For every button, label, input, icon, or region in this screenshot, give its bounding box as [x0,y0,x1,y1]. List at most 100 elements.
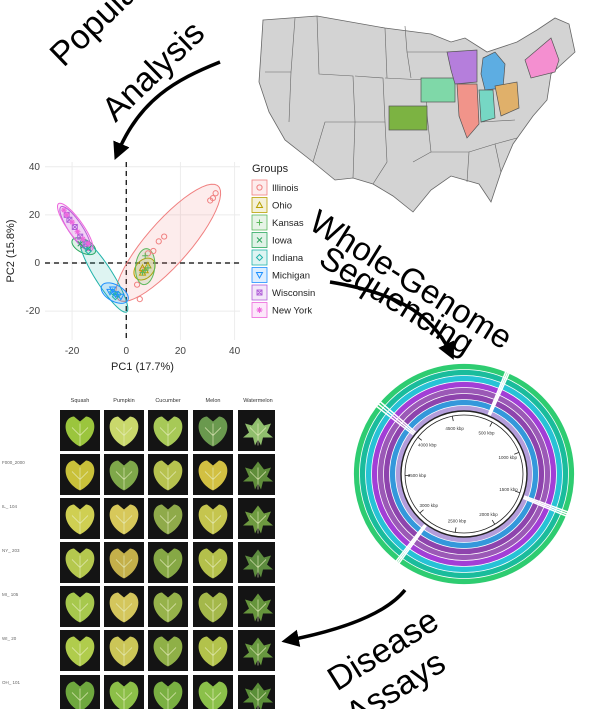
data-point [150,247,157,255]
column-label: Watermelon [243,398,272,404]
state-iowa [420,77,456,103]
leaf-grid: Squash Pumpkin Cucumber Melon Watermelon F000… [2,398,275,709]
x-tick-label: 40 [229,346,241,357]
ring-gap [522,497,568,518]
leaf-veins [159,555,177,578]
genome-ring-band [359,369,569,579]
legend-label: Kansas [272,218,304,229]
arrow-to-assays [281,588,407,647]
leaf-veins [249,467,267,490]
legend-label: Michigan [272,271,310,282]
row-label: WI_ 20 [2,636,17,641]
ring-gap [523,496,569,516]
data-point [207,197,214,204]
leaf-veins [249,555,267,578]
y-tick-label: -20 [26,306,41,317]
ring-gap [394,523,426,563]
y-axis-label: PC2 (15.8%) [5,220,17,283]
leaf-veins [249,643,267,666]
leaf-veins [249,599,267,622]
data-point [111,292,120,301]
column-label: Pumpkin [113,398,134,404]
legend-label: Wisconsin [272,288,315,299]
genome-ring-band [389,399,539,549]
state-kansas [388,105,428,131]
ring-gap [489,371,511,416]
leaf-veins [204,643,222,666]
legend-marker [256,289,263,296]
leaf-veins [204,688,222,709]
x-tick-label: 20 [175,346,187,357]
genome-ring-band [365,375,563,573]
data-point [133,281,141,288]
data-point [60,207,67,214]
leaf-veins [115,467,133,490]
leaf-veins [249,423,267,446]
us-map [258,15,576,213]
legend-marker [255,200,264,208]
legend-marker [256,219,263,226]
data-point [74,228,81,235]
legend-label: New York [272,306,312,317]
y-tick-label: 40 [29,162,41,173]
genome-backbone [400,410,528,538]
genome-tick-label: 1000 kbp [498,455,517,460]
genome-tick [419,509,424,514]
legend-marker [256,184,263,191]
genome-tick [417,436,423,441]
state-ohio [494,81,520,117]
genome-tick [514,452,520,455]
genome-tick-label: 4000 kbp [418,443,437,448]
state-new-york [524,37,560,79]
data-point [136,296,143,303]
genome-tick-label: 4500 kbp [445,426,464,431]
genome-tick [454,527,457,533]
x-tick-label: 0 [123,346,129,357]
column-label: Cucumber [155,398,181,404]
leaf-veins [249,511,267,534]
genome-ring-band [383,393,545,555]
leaf-veins [71,643,89,666]
data-point [111,291,120,299]
y-tick-label: 0 [34,258,40,269]
leaf-veins [71,511,89,534]
leaf-veins [159,643,177,666]
leaf-veins [159,423,177,446]
data-point [155,238,162,245]
genome-ring-band [395,405,533,543]
legend-label: Illinois [272,183,299,194]
row-label: OH_ 101 [2,680,21,685]
leaf-veins [159,688,177,709]
leaf-veins [249,688,267,709]
data-point [69,219,76,226]
genome-tick [451,416,454,422]
arrow-to-genome [329,280,455,360]
ring-gap [487,370,508,416]
leaf-veins [115,511,133,534]
genome-tick-label: 2000 kbp [479,512,498,517]
legend-key [251,267,268,283]
data-point [142,252,149,259]
pca-chart: -20 0 20 40 -20 0 20 40 PC1 (17.7%) PC2 (15.8%) Gr… [5,162,315,373]
leaf-veins [71,467,89,490]
legend-marker [256,307,263,313]
row-label: F000_2000 [2,460,25,465]
leaf-veins [71,599,89,622]
data-point [109,288,117,296]
legend-key [251,197,268,213]
genome-tick-label: 3500 kbp [408,473,427,478]
leaf-veins [204,467,222,490]
arrow-map-to-pca [113,60,221,161]
leaf-veins [115,643,133,666]
genome-tick-label: 2500 kbp [448,518,467,523]
leaf-veins [204,599,222,622]
legend-marker [255,253,264,262]
data-point [144,264,151,271]
leaf-veins [204,423,222,446]
state-illinois [456,83,480,139]
leaf-veins [159,511,177,534]
leaf-veins [159,467,177,490]
state-indiana [478,89,496,123]
